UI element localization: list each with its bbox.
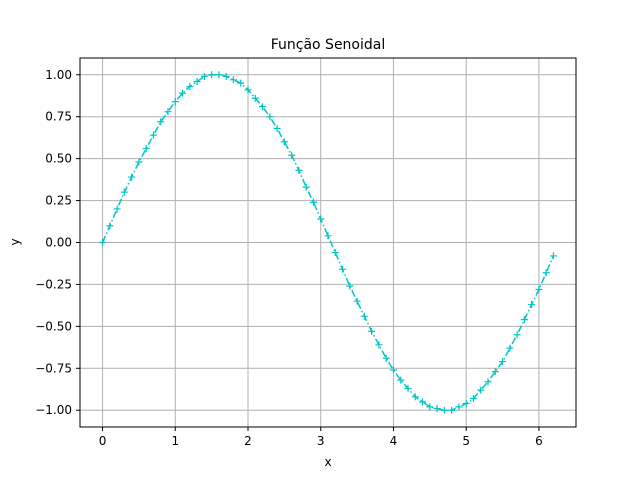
data-point: [164, 108, 172, 116]
data-point: [499, 358, 507, 366]
y-tick-label: −1.00: [35, 403, 72, 417]
data-point: [426, 403, 434, 411]
grid: [80, 58, 576, 427]
data-point: [215, 71, 223, 79]
data-point: [448, 406, 456, 414]
data-point: [404, 384, 412, 392]
data-point: [375, 341, 383, 349]
data-point: [120, 188, 128, 196]
data-point: [324, 232, 332, 240]
x-tick-label: 3: [317, 434, 325, 448]
data-point: [251, 94, 259, 102]
series-layer: [99, 71, 557, 414]
y-tick-label: −0.25: [35, 277, 72, 291]
data-point: [208, 71, 216, 79]
y-tick-label: 0.75: [45, 110, 72, 124]
data-point: [222, 72, 230, 80]
data-point: [455, 403, 463, 411]
data-point: [200, 72, 208, 80]
x-tick-label: 0: [99, 434, 107, 448]
data-point: [149, 131, 157, 139]
data-point: [549, 252, 557, 260]
data-point: [179, 89, 187, 97]
data-point: [433, 405, 441, 413]
series-line: [101, 74, 555, 411]
y-tick-label: 0.50: [45, 152, 72, 166]
data-point: [411, 393, 419, 401]
x-axis: 0 1 2 3 4 5 6: [99, 427, 543, 448]
y-tick-label: 0.25: [45, 194, 72, 208]
x-axis-label: x: [324, 455, 331, 469]
data-point: [302, 183, 310, 191]
x-tick-label: 4: [390, 434, 398, 448]
data-point: [113, 205, 121, 213]
data-point: [382, 354, 390, 362]
data-point: [186, 83, 194, 91]
data-point: [142, 145, 150, 153]
y-tick-label: −0.50: [35, 319, 72, 333]
data-point: [440, 406, 448, 414]
data-point: [419, 398, 427, 406]
data-point: [259, 103, 267, 111]
data-point: [535, 285, 543, 293]
data-point: [244, 86, 252, 94]
data-point: [542, 269, 550, 277]
y-axis-label: y: [8, 238, 22, 245]
data-point: [135, 158, 143, 166]
data-point: [317, 215, 325, 223]
data-point: [295, 166, 303, 174]
x-tick-label: 2: [244, 434, 252, 448]
data-point: [389, 366, 397, 374]
data-point: [273, 124, 281, 132]
data-point: [99, 239, 107, 246]
data-point: [484, 378, 492, 386]
data-point: [237, 79, 245, 87]
data-point: [288, 151, 296, 159]
data-point: [193, 77, 201, 85]
data-point: [266, 113, 274, 121]
y-tick-label: 1.00: [45, 68, 72, 82]
data-point: [506, 344, 514, 352]
y-axis: −1.00 −0.75 −0.50 −0.25 0.00 0.25 0.50 0.75 1.00: [35, 68, 80, 417]
data-point: [368, 327, 376, 335]
data-point: [513, 331, 521, 339]
data-point: [309, 198, 317, 206]
data-point: [469, 394, 477, 402]
data-point: [171, 98, 179, 106]
chart-title: Função Senoidal: [271, 37, 386, 53]
data-point: [353, 297, 361, 305]
data-point: [360, 312, 368, 320]
data-point: [491, 368, 499, 376]
y-tick-label: 0.00: [45, 236, 72, 250]
x-tick-label: 5: [462, 434, 470, 448]
data-point: [462, 400, 470, 408]
data-point: [346, 282, 354, 290]
data-point: [106, 222, 114, 230]
data-point: [331, 249, 339, 257]
data-point: [528, 301, 536, 309]
data-point: [520, 316, 528, 324]
data-point: [280, 138, 288, 146]
x-tick-label: 6: [535, 434, 543, 448]
data-point: [477, 386, 485, 394]
data-point: [128, 173, 136, 181]
data-point: [339, 265, 347, 273]
x-tick-label: 1: [171, 434, 179, 448]
data-point: [157, 118, 165, 126]
data-point: [397, 376, 405, 384]
y-tick-label: −0.75: [35, 361, 72, 375]
data-point: [229, 76, 237, 84]
